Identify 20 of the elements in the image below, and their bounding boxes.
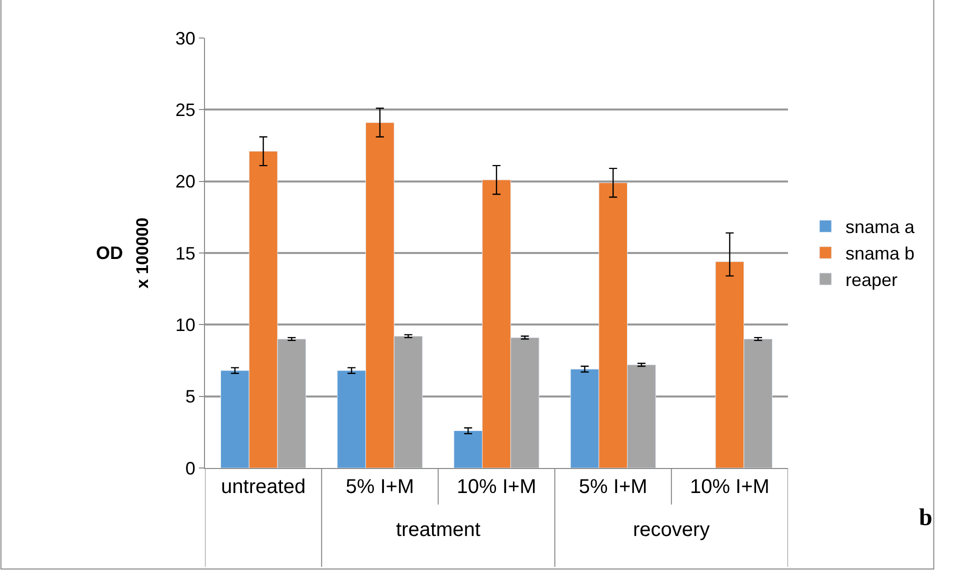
legend-label: snama a [845,217,916,238]
y-tick-label: 0 [185,458,196,478]
x-tick-label: untreated [221,476,306,498]
text: recovery [633,519,710,541]
x-tick-label: 10% I+M [456,476,536,498]
text: treatment [396,519,481,541]
y-tick-label: 30 [175,28,196,48]
x-tick-label: 5% I+M [346,476,414,498]
x-tick-label: 5% I+M [578,476,648,498]
x-tick-label: 10% I+M [690,476,770,498]
y-tick-label: 20 [175,172,196,192]
legend-label: snama b [845,244,915,264]
y-tick-label: 5 [185,386,196,407]
y-tick-label: 25 [175,100,196,120]
y-tick-label: 10 [175,314,196,335]
y-tick-label: 15 [175,243,196,264]
legend-label: reaper [845,270,898,290]
text: OD [96,243,123,263]
y-axis-title: x 100000 [132,218,152,288]
text: b [919,505,932,531]
